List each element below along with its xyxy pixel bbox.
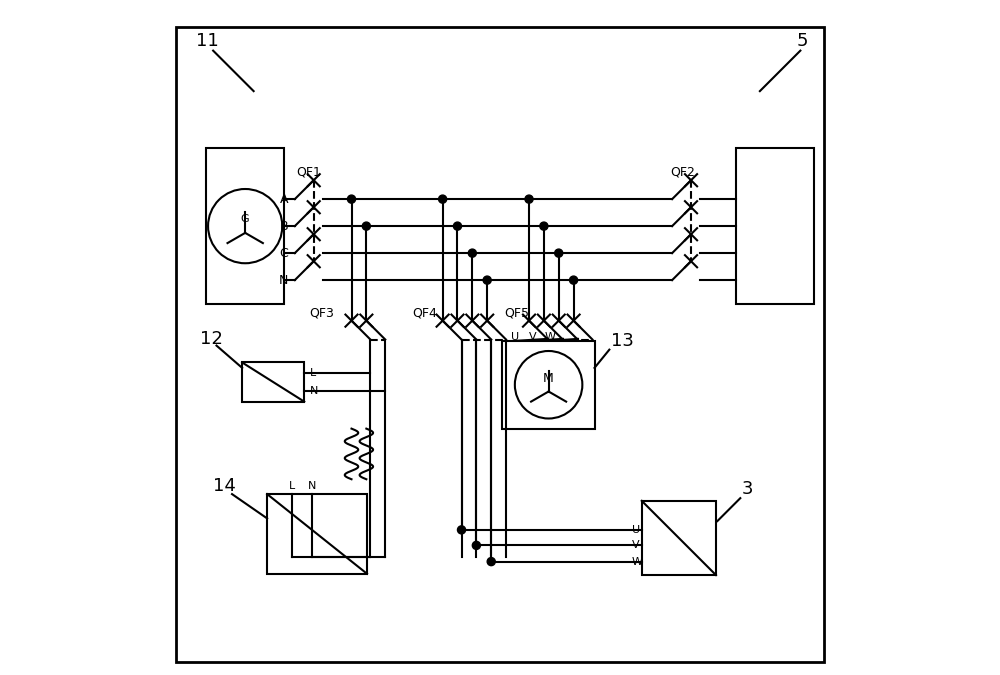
Circle shape bbox=[540, 222, 548, 230]
Bar bbox=[206, 148, 284, 304]
Circle shape bbox=[525, 195, 533, 203]
Circle shape bbox=[483, 276, 491, 284]
Text: QF1: QF1 bbox=[296, 165, 321, 179]
Text: G: G bbox=[241, 215, 249, 224]
Circle shape bbox=[472, 541, 480, 549]
Circle shape bbox=[362, 222, 370, 230]
Bar bbox=[502, 341, 595, 429]
Text: 3: 3 bbox=[742, 481, 753, 498]
Bar bbox=[242, 362, 304, 402]
Text: 12: 12 bbox=[200, 330, 222, 348]
Text: QF3: QF3 bbox=[310, 306, 335, 320]
Text: M: M bbox=[543, 371, 554, 385]
Circle shape bbox=[457, 526, 466, 534]
Text: QF5: QF5 bbox=[504, 306, 529, 320]
Text: 13: 13 bbox=[611, 332, 634, 350]
Text: A: A bbox=[280, 192, 288, 206]
Text: QF2: QF2 bbox=[670, 165, 695, 179]
Circle shape bbox=[570, 276, 578, 284]
Text: W: W bbox=[632, 557, 643, 566]
Circle shape bbox=[347, 195, 356, 203]
Text: QF4: QF4 bbox=[412, 306, 437, 320]
Text: N: N bbox=[279, 273, 288, 287]
Text: B: B bbox=[279, 219, 288, 233]
Text: 14: 14 bbox=[213, 477, 236, 495]
Text: 5: 5 bbox=[797, 32, 808, 49]
Circle shape bbox=[468, 249, 476, 257]
Text: V: V bbox=[529, 333, 537, 342]
Text: U: U bbox=[511, 333, 519, 342]
Bar bbox=[736, 148, 814, 304]
Circle shape bbox=[555, 249, 563, 257]
Text: W: W bbox=[545, 333, 556, 342]
Text: C: C bbox=[279, 246, 288, 260]
Circle shape bbox=[439, 195, 447, 203]
Circle shape bbox=[453, 222, 462, 230]
Text: 11: 11 bbox=[196, 32, 219, 49]
Text: N: N bbox=[310, 385, 318, 396]
Bar bbox=[642, 501, 716, 575]
Text: L: L bbox=[310, 369, 316, 379]
Bar bbox=[267, 494, 367, 574]
Text: L: L bbox=[289, 481, 295, 491]
Circle shape bbox=[487, 558, 495, 566]
Text: N: N bbox=[308, 481, 316, 491]
Text: V: V bbox=[632, 541, 639, 550]
Text: U: U bbox=[632, 525, 640, 535]
